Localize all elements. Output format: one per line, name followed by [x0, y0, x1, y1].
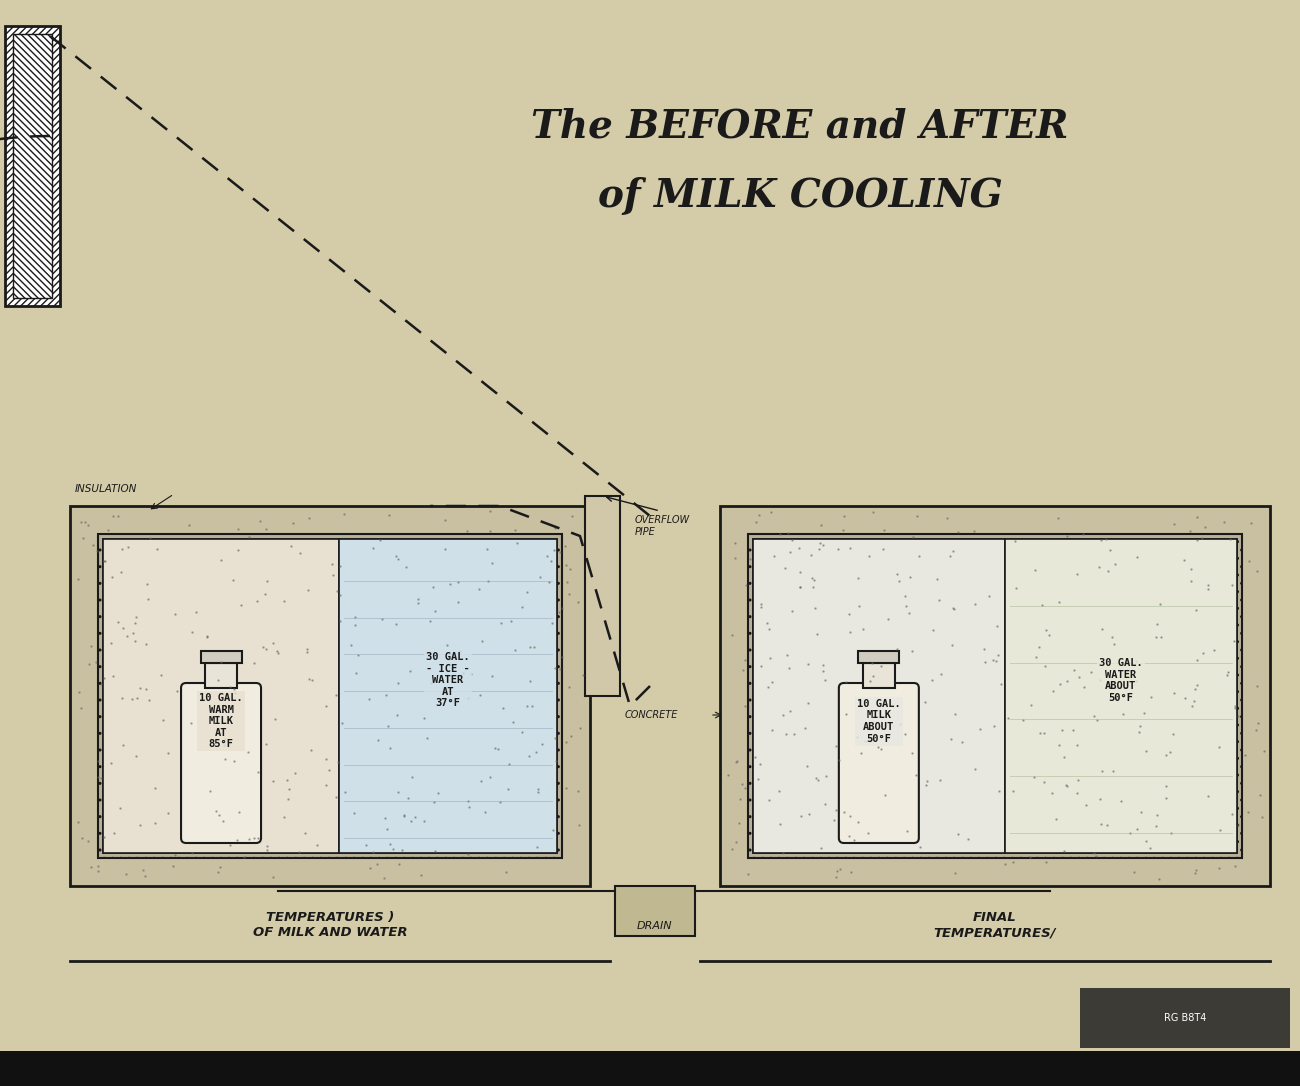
Bar [615, 886, 696, 936]
Text: RG B8T4: RG B8T4 [1164, 1013, 1206, 1023]
Bar [1080, 988, 1290, 1048]
Bar [753, 539, 1005, 853]
Bar [0, 1051, 1300, 1086]
Bar [720, 506, 1270, 886]
Text: 30 GAL.
WATER
ABOUT
50°F: 30 GAL. WATER ABOUT 50°F [1098, 658, 1143, 703]
FancyBboxPatch shape [838, 683, 919, 843]
Text: INSULATION: INSULATION [75, 484, 138, 494]
Bar [1005, 539, 1238, 853]
Bar [858, 651, 900, 662]
Text: 10 GAL.
WARM
MILK
AT
85°F: 10 GAL. WARM MILK AT 85°F [199, 693, 243, 749]
Text: 10 GAL.
MILK
ABOUT
50°F: 10 GAL. MILK ABOUT 50°F [857, 698, 901, 744]
Text: of MILK COOLING: of MILK COOLING [598, 177, 1002, 215]
Text: TEMPERATURES )
OF MILK AND WATER: TEMPERATURES ) OF MILK AND WATER [252, 911, 407, 939]
FancyBboxPatch shape [181, 683, 261, 843]
Bar [863, 662, 894, 689]
Bar [98, 534, 562, 858]
Text: 30 GAL.
- ICE -
WATER
AT
37°F: 30 GAL. - ICE - WATER AT 37°F [426, 652, 469, 708]
Bar [5, 26, 60, 306]
Bar [13, 34, 52, 298]
Bar [200, 651, 242, 662]
Bar [753, 539, 1238, 853]
Text: OVERFLOW
PIPE: OVERFLOW PIPE [634, 515, 690, 536]
Text: CONCRETE: CONCRETE [625, 710, 679, 720]
Bar [585, 496, 620, 696]
Bar [70, 506, 590, 886]
Text: The BEFORE and AFTER: The BEFORE and AFTER [532, 108, 1069, 146]
Text: FINAL
TEMPERATURES/: FINAL TEMPERATURES/ [933, 911, 1056, 939]
Bar [205, 662, 237, 689]
Bar [103, 539, 339, 853]
Bar [339, 539, 556, 853]
Bar [747, 534, 1242, 858]
Text: DRAIN: DRAIN [637, 921, 673, 931]
Bar [103, 539, 556, 853]
